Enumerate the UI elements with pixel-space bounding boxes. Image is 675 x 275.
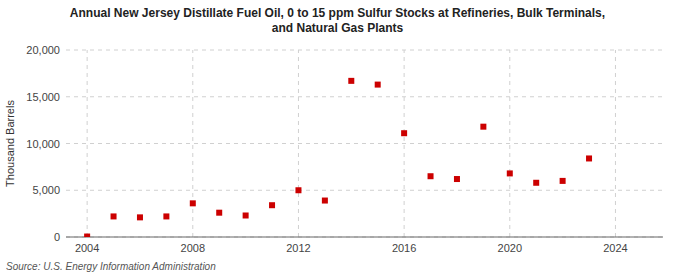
- point: [243, 212, 249, 218]
- y-grid-line: [66, 143, 663, 144]
- x-axis-line: [66, 237, 663, 238]
- point: [348, 78, 354, 84]
- x-grid-line: [298, 50, 299, 237]
- title: Annual New Jersey Distillate Fuel Oil, 0…: [70, 6, 605, 35]
- point: [111, 213, 117, 219]
- title-line: Annual New Jersey Distillate Fuel Oil, 0…: [70, 6, 605, 20]
- y-grid-line: [66, 50, 663, 51]
- points: [84, 78, 592, 237]
- x-tick-label: 2020: [498, 242, 522, 254]
- x-tick-label: 2016: [392, 242, 416, 254]
- grid: [66, 50, 663, 237]
- x-grid-line: [404, 50, 405, 237]
- y-tick-label: 10,000: [26, 138, 60, 150]
- y-axis-label: Thousand Barrels: [4, 100, 16, 187]
- source-note: Source: U.S. Energy Information Administ…: [6, 261, 216, 272]
- point: [84, 234, 90, 237]
- point: [533, 180, 539, 186]
- background: [0, 0, 675, 275]
- title-line: and Natural Gas Plants: [272, 21, 404, 35]
- x-grid-line: [509, 50, 510, 237]
- point: [163, 213, 169, 219]
- x-tick-label: 2024: [603, 242, 627, 254]
- chart-svg: Annual New Jersey Distillate Fuel Oil, 0…: [0, 0, 675, 275]
- point: [401, 130, 407, 136]
- point: [480, 124, 486, 130]
- x-tick-label: 2008: [181, 242, 205, 254]
- x-grid-line: [615, 50, 616, 237]
- point: [507, 170, 513, 176]
- point: [375, 82, 381, 88]
- point: [560, 178, 566, 184]
- y-tick-label: 20,000: [26, 44, 60, 56]
- y-grid-line: [66, 237, 663, 238]
- point: [137, 214, 143, 220]
- point: [216, 210, 222, 216]
- y-tick-label: 0: [54, 231, 60, 243]
- y-tick-label: 15,000: [26, 91, 60, 103]
- point: [454, 176, 460, 182]
- point: [269, 202, 275, 208]
- point: [322, 198, 328, 204]
- x-tick-label: 2012: [286, 242, 310, 254]
- y-tick-label: 5,000: [32, 184, 60, 196]
- x-grid-line: [192, 50, 193, 237]
- x-grid-line: [87, 50, 88, 237]
- point: [428, 173, 434, 179]
- y-grid-line: [66, 96, 663, 97]
- x-tick-label: 2004: [75, 242, 99, 254]
- point: [295, 187, 301, 193]
- point: [190, 200, 196, 206]
- axes: 0 5,000 10,000 15,000 20,000 2004 2008 2012 2016…: [26, 44, 663, 254]
- y-grid-line: [66, 190, 663, 191]
- point: [586, 155, 592, 161]
- chart-container: Annual New Jersey Distillate Fuel Oil, 0…: [0, 0, 675, 275]
